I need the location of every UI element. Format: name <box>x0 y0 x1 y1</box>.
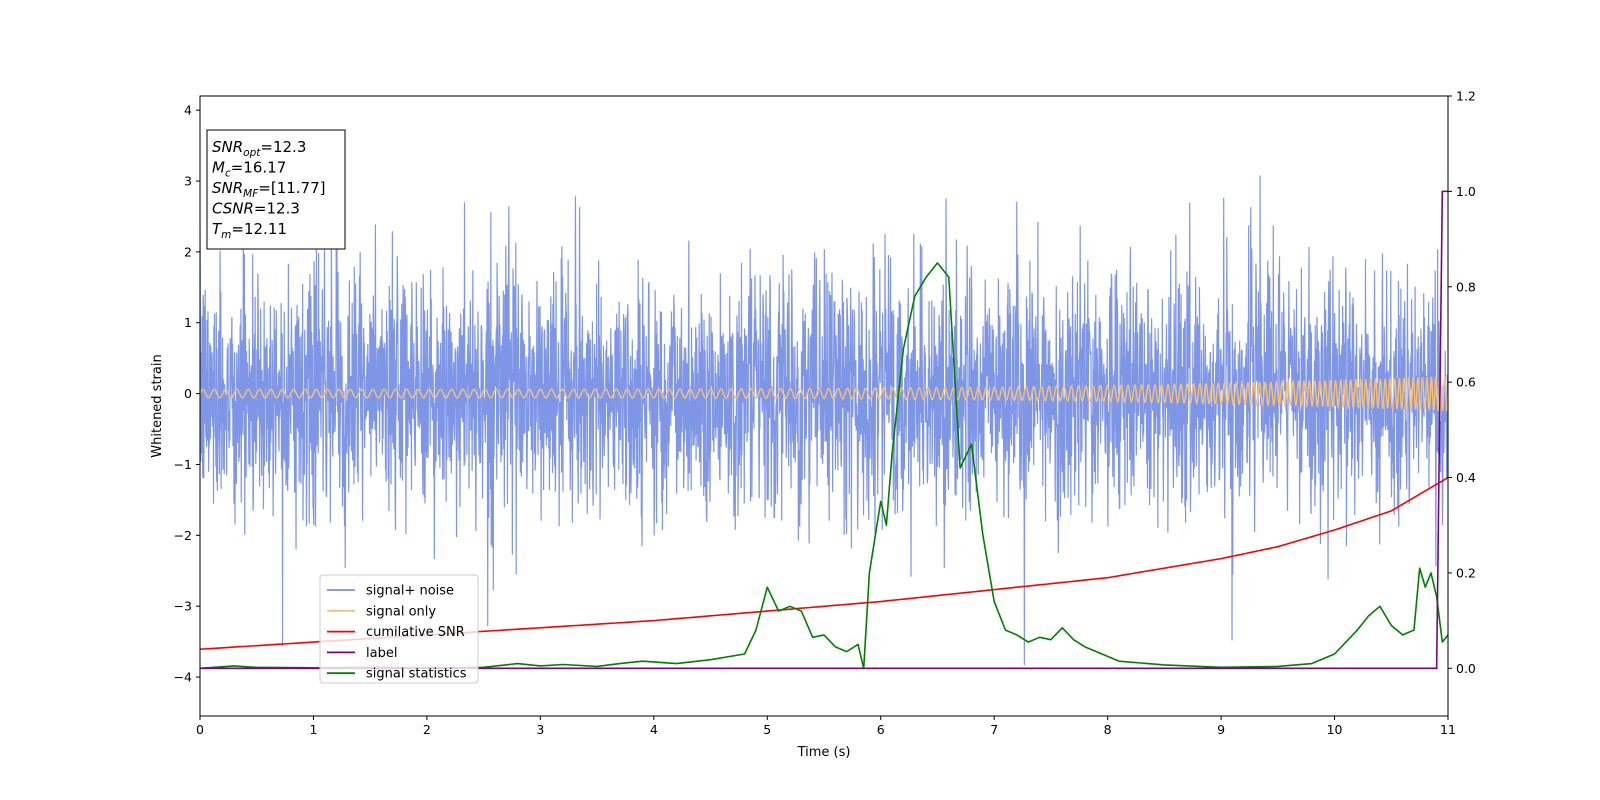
y-axis-right: 0.0 0.2 0.4 0.6 0.8 1.0 1.2 <box>1448 89 1476 676</box>
info-box-line: Mc=16.17 <box>212 159 286 180</box>
y-tick-label-right: 0.8 <box>1456 279 1476 294</box>
x-tick-label: 3 <box>536 722 544 737</box>
y-tick-label-left: −3 <box>174 599 192 614</box>
y-tick-label-right: 1.0 <box>1456 184 1476 199</box>
y-tick-label-right: 0.6 <box>1456 375 1476 390</box>
x-tick-label: 6 <box>877 722 885 737</box>
y-axis-label: Whitened strain <box>150 354 165 457</box>
legend-entry: cumilative SNR <box>366 625 465 640</box>
legend-entry: signal only <box>366 604 436 619</box>
y-axis-left: −4 −3 −2 −1 0 1 2 3 4 <box>174 103 200 685</box>
y-tick-label-left: 3 <box>184 174 192 189</box>
info-box-line: Tm=12.11 <box>212 220 287 241</box>
x-tick-label: 5 <box>763 722 771 737</box>
legend: signal+ noise signal only cumilative SNR la… <box>319 574 479 684</box>
x-tick-label: 8 <box>1104 722 1112 737</box>
y-tick-label-right: 0.4 <box>1456 470 1476 485</box>
y-tick-label-left: 2 <box>184 244 192 259</box>
info-box-line: CSNR=12.3 <box>212 200 300 218</box>
y-tick-label-right: 0.0 <box>1456 661 1476 676</box>
legend-entry: label <box>366 646 397 661</box>
y-tick-label-left: 0 <box>184 386 192 401</box>
x-axis: 0 1 2 3 4 5 6 7 8 9 10 11 <box>196 716 1456 737</box>
legend-frame <box>319 574 479 684</box>
series-signal-only <box>200 376 1448 412</box>
x-tick-label: 11 <box>1440 722 1456 737</box>
x-tick-label: 10 <box>1327 722 1343 737</box>
legend-entry: signal statistics <box>366 667 467 682</box>
legend-entry: signal+ noise <box>366 584 454 599</box>
y-tick-label-left: −1 <box>174 457 192 472</box>
info-box-frame <box>206 129 346 250</box>
series-signal-plus-noise <box>200 175 1448 666</box>
info-box-line: SNRopt=12.3 <box>212 138 306 159</box>
y-tick-label-left: −4 <box>174 670 192 685</box>
y-tick-label-right: 0.2 <box>1456 565 1476 580</box>
x-tick-label: 4 <box>650 722 658 737</box>
info-box-line: SNRMF=[11.77] <box>212 179 326 200</box>
y-tick-label-left: 1 <box>184 315 192 330</box>
info-box: SNRopt=12.3Mc=16.17SNRMF=[11.77]CSNR=12.… <box>206 129 346 250</box>
x-tick-label: 1 <box>309 722 317 737</box>
y-tick-label-left: −2 <box>174 528 192 543</box>
series-label <box>200 190 1448 670</box>
y-tick-label-right: 1.2 <box>1456 89 1476 104</box>
plot-frame <box>199 95 1449 717</box>
y-tick-label-left: 4 <box>184 103 192 118</box>
x-tick-label: 2 <box>423 722 431 737</box>
x-tick-label: 7 <box>990 722 998 737</box>
x-tick-label: 0 <box>196 722 204 737</box>
x-axis-label: Time (s) <box>797 745 851 760</box>
x-tick-label: 9 <box>1217 722 1225 737</box>
series-signal-statistics <box>200 262 1448 670</box>
